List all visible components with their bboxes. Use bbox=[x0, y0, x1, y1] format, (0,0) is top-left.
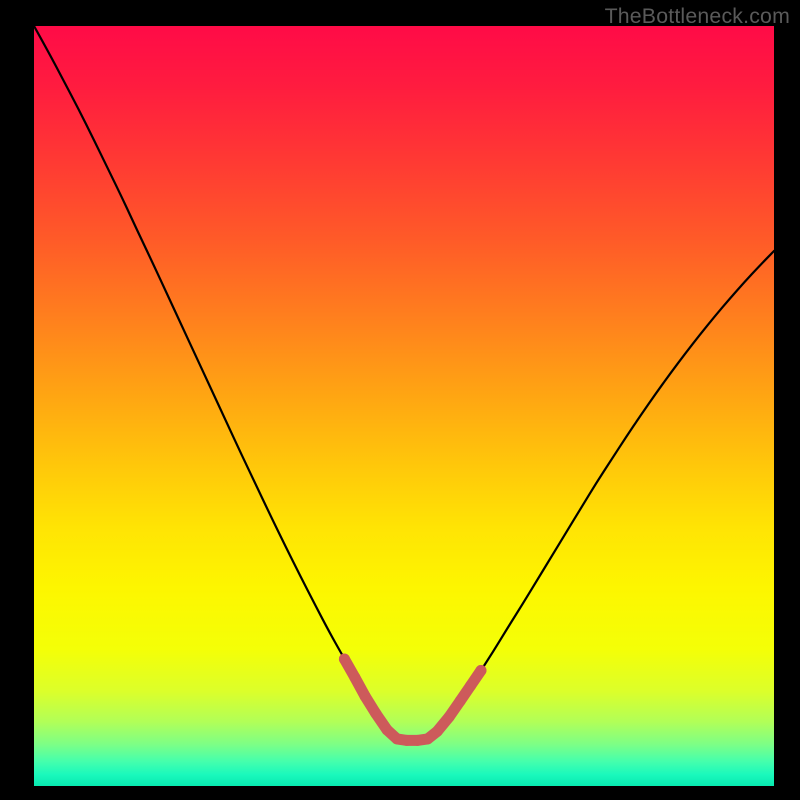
curve-left bbox=[34, 26, 376, 713]
highlight-endpoint bbox=[339, 654, 350, 665]
curve-right bbox=[452, 251, 774, 713]
plot-area bbox=[34, 26, 774, 786]
highlight-endpoint bbox=[475, 665, 486, 676]
figure-root: TheBottleneck.com bbox=[0, 0, 800, 800]
chart-svg-layer bbox=[34, 26, 774, 786]
